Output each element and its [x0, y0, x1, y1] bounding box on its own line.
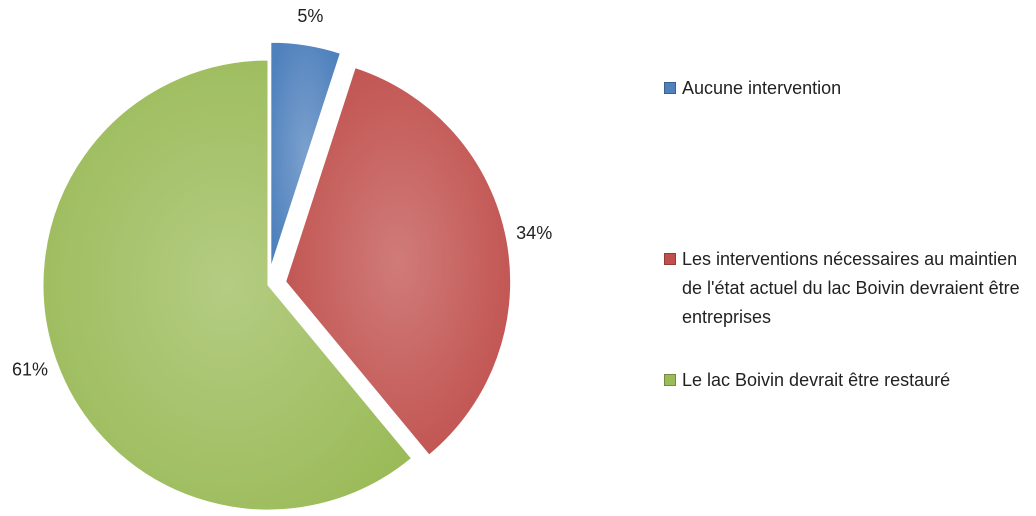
- legend-item: Aucune intervention: [664, 74, 1036, 103]
- legend: Aucune intervention Les interventions néc…: [664, 0, 1036, 516]
- legend-swatch: [664, 374, 676, 386]
- data-label: 5%: [297, 6, 323, 26]
- pie-slice: [42, 59, 413, 511]
- legend-item: Les interventions nécessaires au maintie…: [664, 245, 1036, 332]
- data-label: 34%: [516, 223, 552, 243]
- legend-swatch: [664, 253, 676, 265]
- legend-label: Les interventions nécessaires au maintie…: [682, 249, 1020, 327]
- data-label: 61%: [12, 359, 48, 379]
- chart: 5% 34% 61%: [12, 6, 552, 511]
- pie-slice: [270, 41, 341, 268]
- legend-label: Le lac Boivin devrait être restauré: [682, 370, 951, 390]
- legend-item: Le lac Boivin devrait être restauré: [664, 366, 1036, 395]
- legend-swatch: [664, 82, 676, 94]
- legend-label: Aucune intervention: [682, 78, 842, 98]
- pie-slice: [285, 67, 512, 456]
